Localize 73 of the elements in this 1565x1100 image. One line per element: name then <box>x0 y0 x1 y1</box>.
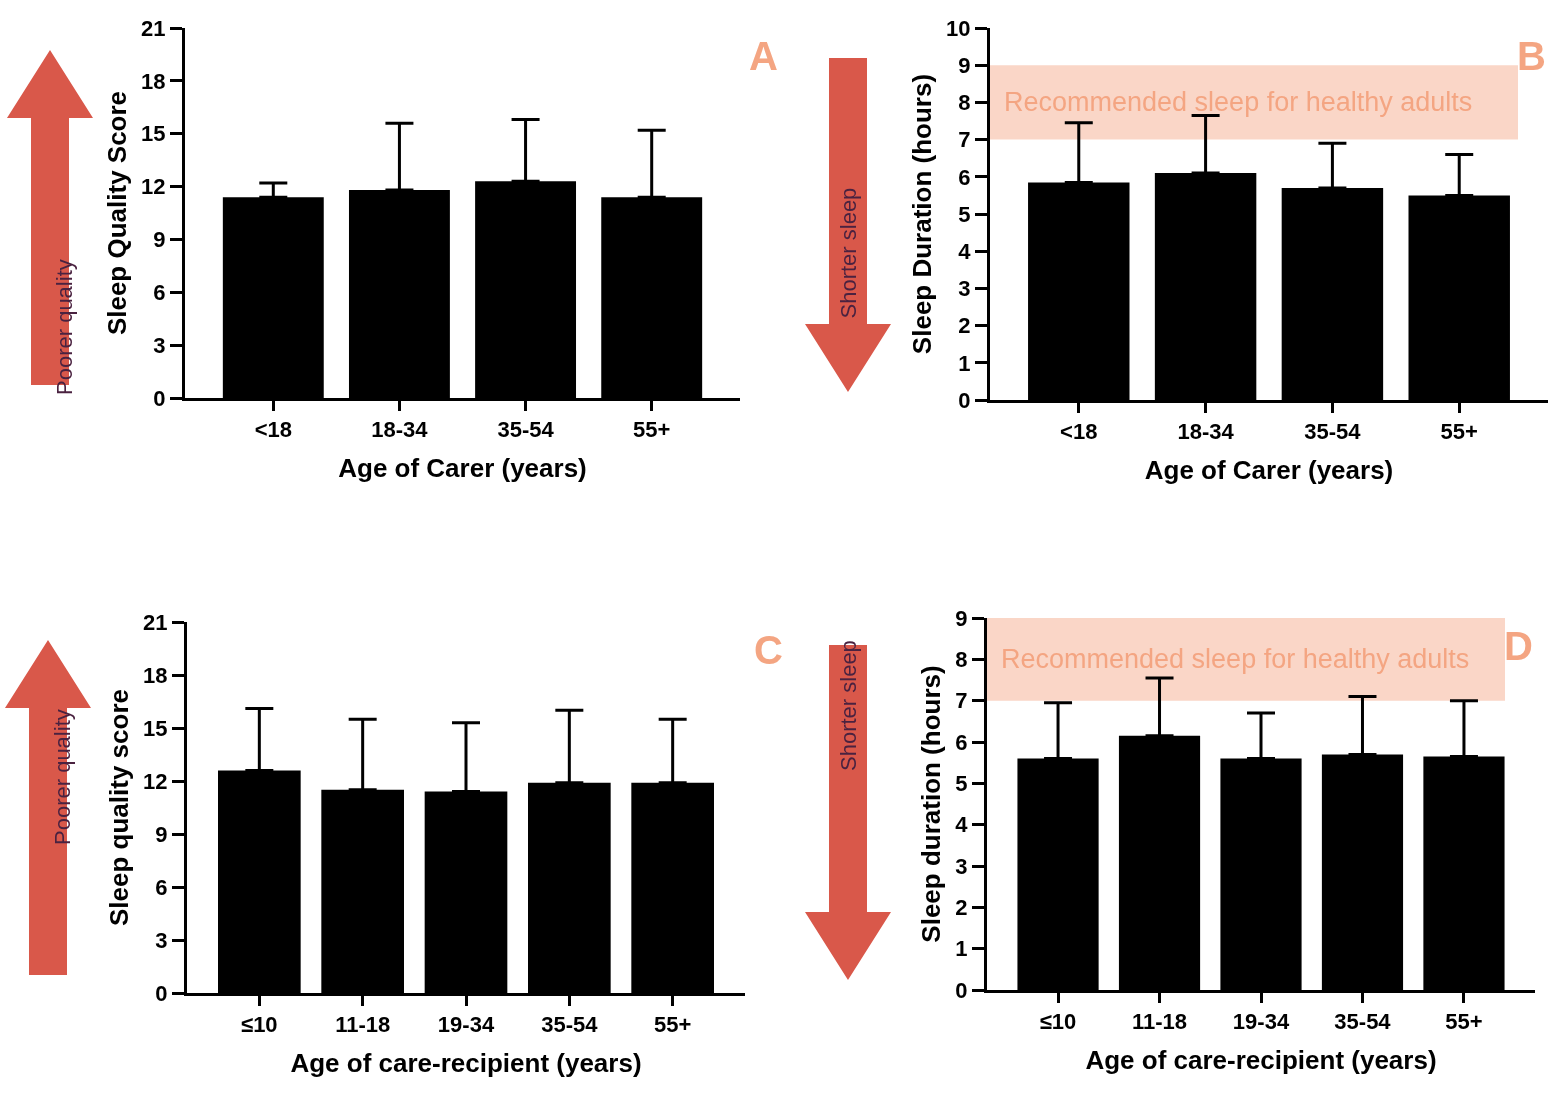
text: Poorer quality <box>50 709 75 845</box>
y-tick-label: 3 <box>155 927 168 953</box>
y-tick-label: 9 <box>958 52 971 78</box>
x-tick-label: <18 <box>254 417 292 443</box>
y-tick-label: 18 <box>141 68 166 94</box>
x-tick-label: 18-34 <box>1177 419 1235 445</box>
y-tick-label: 6 <box>153 279 166 305</box>
y-tick-label: 7 <box>955 688 968 714</box>
annotation: B <box>1517 34 1546 78</box>
x-tick-label: 19-34 <box>1232 1009 1290 1035</box>
x-tick-label: 35-54 <box>1304 419 1362 445</box>
y-tick-label: 21 <box>143 609 168 635</box>
text: A <box>749 34 778 78</box>
text: Shorter sleep <box>835 187 861 319</box>
x-tick-label: 55+ <box>654 1012 692 1038</box>
y-tick-label: 0 <box>958 387 971 413</box>
text: Poorer quality <box>52 259 77 395</box>
x-tick-label: 55+ <box>1440 419 1478 445</box>
y-tick-label: 3 <box>955 853 968 879</box>
y-tick-label: 4 <box>958 238 972 264</box>
band-label: Recommended sleep for healthy adults <box>1001 644 1470 674</box>
x-axis-title: Age of Carer (years) <box>1144 455 1394 486</box>
x-tick-label: ≤10 <box>241 1012 278 1038</box>
y-tick-label: 7 <box>958 127 971 153</box>
y-tick-label: 0 <box>155 980 168 1006</box>
y-tick-label: 18 <box>143 662 168 688</box>
y-tick-label: 2 <box>958 313 971 339</box>
x-axis-title: Age of care-recipient (years) <box>1085 1045 1437 1076</box>
y-tick-label: 9 <box>155 821 168 847</box>
y-tick-label: 6 <box>955 729 968 755</box>
y-tick-label: 8 <box>955 647 968 673</box>
y-tick-label: 5 <box>958 201 971 227</box>
x-tick-label: 35-54 <box>497 417 555 443</box>
y-tick-label: 12 <box>141 174 166 200</box>
y-tick-label: 4 <box>955 812 969 838</box>
y-tick-label: 12 <box>143 768 168 794</box>
band-label: Recommended sleep for healthy adults <box>1004 87 1473 117</box>
y-tick-label: 0 <box>153 385 166 411</box>
y-tick-label: 1 <box>955 936 968 962</box>
x-tick-label: <18 <box>1060 419 1098 445</box>
y-tick-label: 3 <box>958 276 971 302</box>
x-tick-label: 11-18 <box>335 1012 391 1038</box>
x-axis-title: Age of care-recipient (years) <box>290 1048 642 1079</box>
y-tick-label: 15 <box>143 715 168 741</box>
y-tick-label: 15 <box>141 121 166 147</box>
x-tick-label: 19-34 <box>437 1012 495 1038</box>
x-tick-label: 35-54 <box>1334 1009 1392 1035</box>
y-tick-label: 9 <box>955 605 968 631</box>
text: C <box>754 628 783 672</box>
x-tick-label: ≤10 <box>1039 1009 1077 1035</box>
y-tick-label: 8 <box>958 90 971 116</box>
x-tick-label: 35-54 <box>541 1012 599 1038</box>
x-tick-label: 11-18 <box>1131 1009 1188 1035</box>
y-axis-title: Sleep duration (hours) <box>915 665 946 943</box>
x-tick-label: 55+ <box>1445 1009 1483 1035</box>
y-tick-label: 6 <box>155 874 168 900</box>
x-tick-label: 18-34 <box>371 417 429 443</box>
y-tick-label: 6 <box>958 164 971 190</box>
y-tick-label: 0 <box>955 977 968 1003</box>
annotation: D <box>1504 624 1533 668</box>
y-tick-label: 10 <box>946 15 971 41</box>
y-tick-label: 21 <box>141 15 166 41</box>
y-axis-title: Sleep Quality Score <box>101 90 132 336</box>
x-axis-title: Age of Carer (years) <box>338 453 587 484</box>
x-tick-label: 55+ <box>633 417 671 443</box>
text: Shorter sleep <box>836 640 861 771</box>
y-axis-title: Sleep quality score <box>103 689 134 926</box>
y-tick-label: 1 <box>958 350 971 376</box>
y-tick-label: 3 <box>153 332 166 358</box>
y-tick-label: 9 <box>153 227 166 253</box>
y-tick-label: 5 <box>955 771 968 797</box>
y-axis-title: Sleep Duration (hours) <box>906 73 937 355</box>
y-tick-label: 2 <box>955 895 968 921</box>
